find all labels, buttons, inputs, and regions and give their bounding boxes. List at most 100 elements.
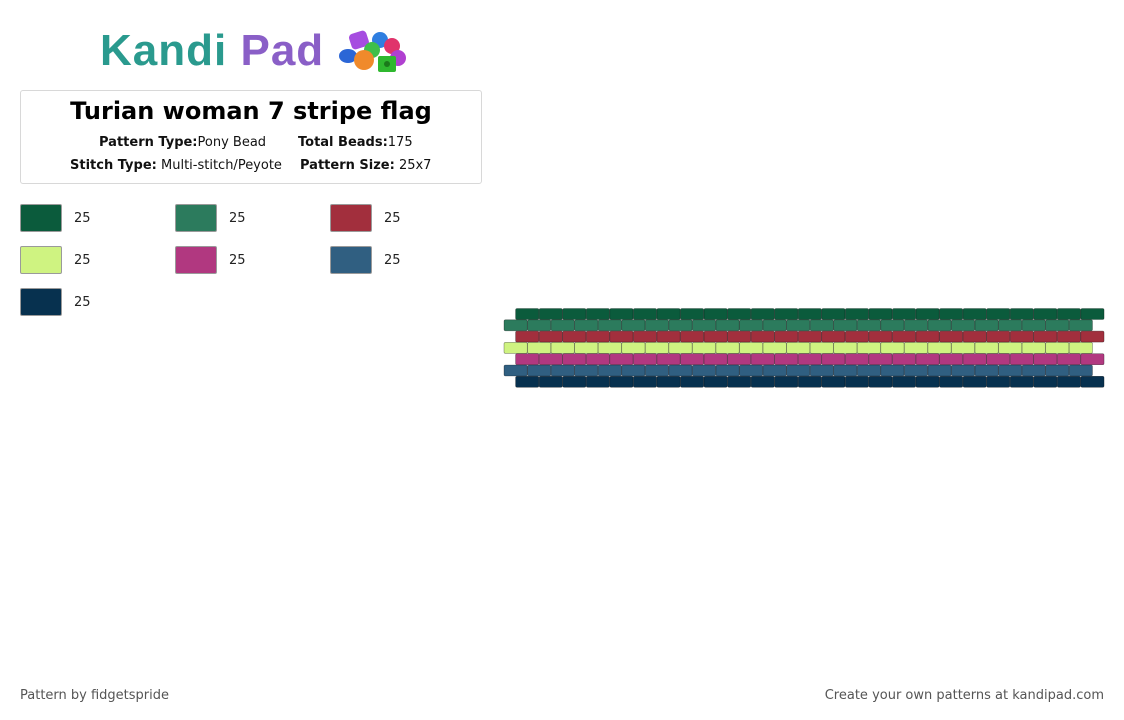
pattern-size: Pattern Size: 25x7 bbox=[300, 158, 431, 173]
legend-item: 25 bbox=[330, 204, 401, 232]
bead-count: 25 bbox=[384, 252, 401, 268]
legend-item: 25 bbox=[20, 288, 91, 316]
bead bbox=[597, 364, 622, 377]
bead bbox=[774, 375, 799, 388]
bead bbox=[962, 308, 987, 320]
bead bbox=[974, 342, 999, 354]
bead-count: 25 bbox=[384, 210, 401, 226]
bead bbox=[880, 342, 905, 354]
bead bbox=[644, 342, 669, 354]
bead bbox=[762, 319, 787, 332]
legend-item: 25 bbox=[330, 246, 401, 274]
bead bbox=[715, 342, 740, 354]
bead bbox=[633, 353, 657, 366]
bead bbox=[538, 330, 563, 343]
bead bbox=[833, 342, 858, 354]
create-patterns-link[interactable]: Create your own patterns at kandipad.com bbox=[824, 688, 1104, 703]
kandi-pad-logo[interactable]: Kandi Pad bbox=[100, 26, 414, 76]
bead bbox=[786, 364, 811, 377]
bead bbox=[515, 330, 540, 343]
bead bbox=[1033, 375, 1058, 388]
bead bbox=[1009, 308, 1034, 320]
bead bbox=[550, 342, 575, 354]
bead bbox=[727, 375, 752, 388]
bead bbox=[703, 353, 728, 366]
bead bbox=[786, 319, 811, 332]
beads-logo-icon bbox=[339, 30, 407, 72]
bead bbox=[880, 364, 905, 377]
bead bbox=[974, 319, 999, 332]
bead bbox=[739, 342, 764, 354]
bead bbox=[868, 308, 893, 320]
bead bbox=[774, 308, 799, 320]
bead bbox=[915, 353, 940, 366]
bead bbox=[750, 330, 775, 343]
bead-count: 25 bbox=[229, 210, 246, 226]
bead-count: 25 bbox=[74, 294, 91, 310]
bead bbox=[703, 330, 728, 343]
bead bbox=[1009, 375, 1034, 388]
bead bbox=[1045, 364, 1070, 377]
bead bbox=[527, 364, 552, 377]
bead bbox=[538, 308, 563, 320]
logo-text: Kandi Pad bbox=[100, 26, 324, 76]
bead bbox=[715, 364, 740, 377]
bead bbox=[844, 375, 869, 388]
bead bbox=[550, 364, 575, 377]
bead bbox=[703, 375, 728, 388]
bead bbox=[680, 330, 705, 343]
bead bbox=[562, 308, 587, 320]
bead bbox=[585, 353, 610, 366]
bead bbox=[821, 375, 846, 388]
bead bbox=[904, 319, 928, 332]
bead bbox=[998, 319, 1023, 332]
pattern-size-value: 25x7 bbox=[398, 158, 432, 173]
bead bbox=[868, 375, 893, 388]
logo-word-kandi: Kandi bbox=[100, 26, 228, 75]
bead bbox=[962, 330, 987, 343]
bead bbox=[585, 330, 610, 343]
bead bbox=[739, 319, 764, 332]
bead bbox=[809, 364, 834, 377]
legend-item: 25 bbox=[175, 246, 246, 274]
bead bbox=[609, 353, 634, 366]
bead bbox=[1068, 342, 1093, 354]
bead bbox=[503, 319, 528, 332]
bead bbox=[668, 342, 693, 354]
bead bbox=[1080, 308, 1105, 320]
bead bbox=[750, 308, 775, 320]
bead bbox=[727, 330, 752, 343]
bead bbox=[515, 375, 540, 388]
pattern-info-card: Turian woman 7 stripe flag Pattern Type:… bbox=[20, 90, 482, 184]
bead bbox=[1021, 342, 1046, 354]
bead bbox=[538, 353, 563, 366]
bead bbox=[1033, 330, 1058, 343]
bead bbox=[656, 308, 681, 320]
bead bbox=[762, 364, 787, 377]
bead bbox=[904, 364, 928, 377]
bead bbox=[680, 375, 705, 388]
bead bbox=[574, 342, 599, 354]
bead bbox=[868, 353, 893, 366]
bead bbox=[656, 353, 681, 366]
color-swatch bbox=[175, 246, 217, 274]
bead bbox=[962, 353, 987, 366]
bead bbox=[1056, 330, 1081, 343]
bead bbox=[833, 319, 858, 332]
bead bbox=[821, 353, 846, 366]
pattern-type-value: Pony Bead bbox=[197, 135, 267, 150]
pattern-type-label: Pattern Type: bbox=[99, 135, 198, 150]
bead bbox=[797, 353, 822, 366]
bead bbox=[774, 330, 799, 343]
color-swatch bbox=[20, 246, 62, 274]
bead bbox=[703, 308, 728, 320]
bead bbox=[1080, 330, 1105, 343]
bead bbox=[692, 364, 716, 377]
bead bbox=[503, 364, 528, 377]
bead bbox=[527, 342, 552, 354]
logo-word-pad: Pad bbox=[240, 26, 325, 75]
bead bbox=[786, 342, 811, 354]
bead bbox=[892, 375, 916, 388]
bead bbox=[927, 364, 952, 377]
